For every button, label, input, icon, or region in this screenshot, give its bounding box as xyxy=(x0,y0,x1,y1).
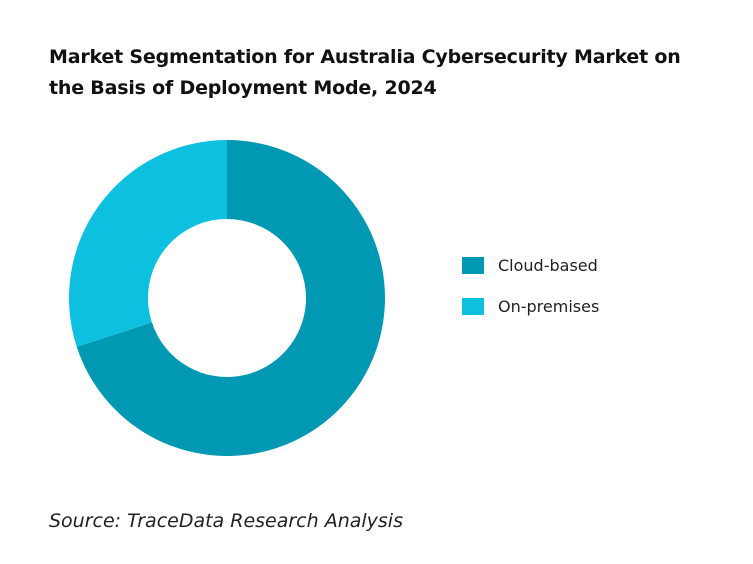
legend-label-cloud-based: Cloud-based xyxy=(498,255,598,275)
source-note: Source: TraceData Research Analysis xyxy=(49,510,403,532)
chart-legend: Cloud-based On-premises xyxy=(462,253,599,335)
donut-slice-on-premises xyxy=(68,140,227,347)
donut-slice-cloud-based xyxy=(76,140,386,456)
legend-item-on-premises: On-premises xyxy=(462,294,599,318)
legend-item-cloud-based: Cloud-based xyxy=(462,253,599,277)
donut-slices xyxy=(68,140,386,456)
legend-label-on-premises: On-premises xyxy=(498,296,600,316)
legend-swatch-on-premises xyxy=(462,297,484,315)
chart-title: Market Segmentation for Australia Cybers… xyxy=(49,46,681,99)
legend-swatch-cloud-based xyxy=(462,256,484,274)
